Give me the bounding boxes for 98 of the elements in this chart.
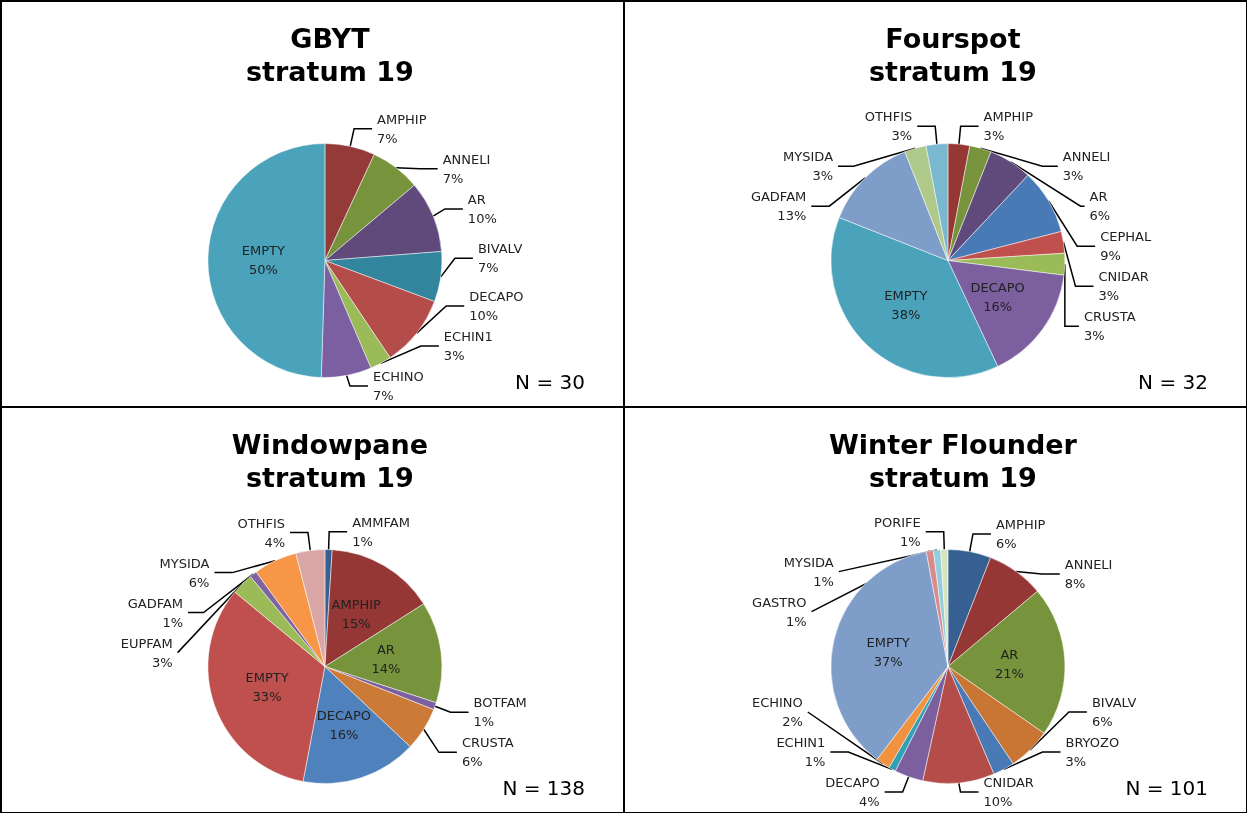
text: N = 138	[502, 776, 585, 800]
slice-label: AMPHIP	[983, 109, 1034, 125]
slice-label: BIVALV	[477, 241, 523, 257]
slice-label: BRYOZO	[1065, 735, 1120, 750]
slice-label: AR	[467, 191, 486, 207]
slice-label: EMPTY	[866, 635, 910, 651]
slice-label: AMPHIP	[377, 111, 427, 127]
slice-label: GASTRO	[752, 594, 807, 610]
data-label: 15%	[341, 615, 371, 631]
slice-label: OTHFIS	[864, 109, 913, 125]
data-label: 1%	[352, 533, 373, 549]
chart-title: Winter Flounder	[829, 429, 1078, 460]
slice-label: GADFAM	[127, 595, 184, 611]
data-label: 6%	[188, 574, 210, 590]
slice-label: ANNELI	[442, 151, 491, 167]
slice-label: AR	[1089, 189, 1108, 205]
slice-label: BOTFAM	[473, 695, 527, 711]
slice-label: ECHINO	[372, 369, 424, 384]
chart-subtitle: stratum 19	[869, 462, 1037, 493]
data-label: 10%	[469, 308, 499, 323]
data-label: 38%	[891, 307, 921, 323]
data-label: 6%	[995, 535, 1017, 551]
slice-label: CRUSTA	[461, 735, 514, 751]
data-label: 16%	[329, 727, 359, 743]
slice-label: GADFAM	[750, 189, 807, 205]
data-label: 3%	[812, 168, 834, 184]
data-label: 6%	[1091, 714, 1113, 729]
slice-label: MYSIDA	[159, 555, 210, 571]
slice-label: ANNELI	[1062, 149, 1111, 165]
data-label: 7%	[372, 388, 394, 403]
slice-label: DECAPO	[316, 708, 372, 724]
slice-label: AMMFAM	[352, 514, 410, 530]
slice-label: ECHIN1	[776, 735, 826, 750]
data-label: 6%	[1089, 208, 1111, 224]
text: N = 30	[515, 370, 586, 394]
slice-label: ECHIN1	[443, 329, 493, 344]
data-label: 10%	[983, 794, 1013, 809]
slice-label: ECHINO	[751, 695, 803, 710]
slice-label: EMPTY	[884, 288, 928, 304]
data-label: 50%	[248, 261, 278, 277]
data-label: 2%	[782, 714, 803, 729]
data-label: 21%	[994, 665, 1024, 681]
slice-label: MYSIDA	[783, 554, 834, 570]
data-label: 16%	[983, 298, 1013, 314]
slice-label: CEPHAL	[1100, 229, 1152, 245]
text: N = 32	[1138, 370, 1209, 394]
data-label: 1%	[785, 613, 807, 629]
data-label: 7%	[442, 170, 464, 186]
slice-label: AMPHIP	[331, 596, 382, 612]
data-label: 1%	[162, 614, 184, 630]
slice-label: DECAPO	[469, 289, 524, 304]
slice-label: CNIDAR	[983, 775, 1034, 790]
data-label: 10%	[467, 210, 497, 226]
data-label: 7%	[377, 130, 398, 146]
slice-label: DECAPO	[825, 775, 880, 790]
data-label: 8%	[1064, 575, 1086, 591]
chart-title: Fourspot	[885, 23, 1021, 54]
data-label: 3%	[152, 654, 173, 670]
data-label: 3%	[891, 128, 913, 144]
chart-title: Windowpane	[231, 429, 429, 460]
data-label: 9%	[1100, 248, 1121, 264]
data-label: 3%	[1065, 754, 1087, 769]
chart-subtitle: stratum 19	[246, 462, 414, 493]
data-label: 1%	[900, 533, 921, 549]
slice-label: AR	[1000, 646, 1019, 662]
chart-title: GBYT	[290, 23, 371, 54]
slice-label: AR	[376, 641, 395, 657]
data-label: 1%	[804, 754, 826, 769]
slice-label: MYSIDA	[783, 149, 834, 165]
data-label: 3%	[1083, 328, 1105, 344]
slice-label: CNIDAR	[1098, 269, 1149, 285]
chart-subtitle: stratum 19	[869, 56, 1037, 87]
data-label: 4%	[264, 534, 285, 550]
slice-label: AMPHIP	[995, 516, 1046, 532]
slice-label: BIVALV	[1091, 695, 1137, 710]
data-label: 3%	[443, 348, 465, 363]
data-label: 13%	[777, 208, 807, 224]
slice-label: CRUSTA	[1083, 309, 1136, 325]
data-label: 6%	[461, 754, 483, 770]
data-label: 7%	[477, 260, 499, 276]
data-label: 33%	[252, 689, 282, 705]
slice-label: PORIFE	[874, 514, 921, 530]
data-label: 1%	[813, 573, 834, 589]
data-label: 4%	[859, 794, 880, 809]
data-label: 3%	[983, 128, 1005, 144]
slice-label: EUPFAM	[120, 635, 173, 651]
text: N = 101	[1125, 776, 1208, 800]
slice-label: ANNELI	[1064, 556, 1113, 572]
data-label: 1%	[473, 714, 495, 730]
chart-subtitle: stratum 19	[246, 56, 414, 87]
data-label: 14%	[371, 660, 401, 676]
slice-label: EMPTY	[241, 242, 286, 258]
data-label: 37%	[873, 654, 903, 670]
data-label: 3%	[1098, 288, 1120, 304]
slice-label: EMPTY	[245, 670, 289, 686]
slice-label: OTHFIS	[237, 515, 285, 531]
data-label: 3%	[1062, 168, 1084, 184]
slice-label: DECAPO	[970, 279, 1025, 295]
